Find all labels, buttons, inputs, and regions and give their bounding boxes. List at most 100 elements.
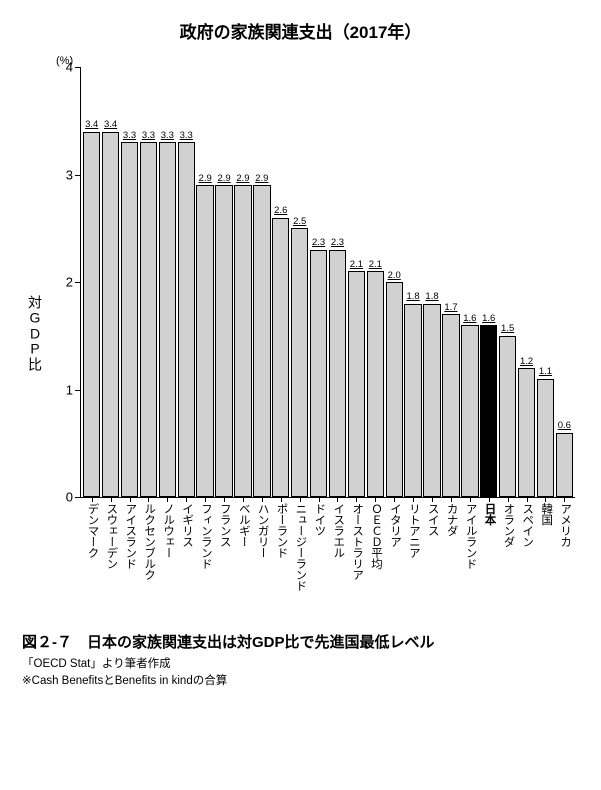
bar-column: 1.6アイルランド (461, 314, 478, 498)
x-tick-label: ハンガリー (256, 503, 268, 558)
y-tick-label: 2 (53, 275, 73, 290)
bar-column: 1.6日本 (480, 314, 497, 498)
x-tick (186, 497, 187, 502)
bar-value-label: 3.3 (142, 131, 155, 141)
bar (404, 304, 421, 498)
bar-column: 3.3イギリス (178, 131, 195, 497)
bar-value-label: 1.6 (482, 314, 495, 324)
bar-value-label: 2.9 (255, 174, 268, 184)
bar (291, 228, 308, 497)
x-tick (262, 497, 263, 502)
bar (423, 304, 440, 498)
x-tick-label: 日本 (483, 503, 495, 525)
bar (121, 142, 138, 497)
bar-column: 3.3アイスランド (121, 131, 138, 497)
source-line-2: ※Cash BenefitsとBenefits in kindの合算 (22, 673, 579, 690)
bar (272, 218, 289, 498)
x-tick-label: アメリカ (559, 503, 571, 547)
x-tick-label: カナダ (445, 503, 457, 536)
bar-value-label: 1.5 (501, 324, 514, 334)
x-tick (394, 497, 395, 502)
bar (310, 250, 327, 497)
x-tick-label: イタリア (388, 503, 400, 547)
bar-column: 3.3ルクセンブルク (140, 131, 157, 497)
page: 政府の家族関連支出（2017年） (%) 対GDP比 3.4デンマーク3.4スウ… (0, 0, 601, 790)
bars-container: 3.4デンマーク3.4スウェーデン3.3アイスランド3.3ルクセンブルク3.3ノ… (81, 67, 575, 497)
x-tick (337, 497, 338, 502)
bar (537, 379, 554, 497)
bar-column: 2.9フランス (215, 174, 232, 497)
bar (159, 142, 176, 497)
x-tick-label: スペイン (521, 503, 533, 547)
bar-column: 2.5ニュージーランド (291, 217, 308, 497)
bar-value-label: 2.0 (388, 271, 401, 281)
bar-column: 1.8スイス (423, 292, 440, 497)
bar-value-label: 1.8 (425, 292, 438, 302)
x-tick (243, 497, 244, 502)
bar-value-label: 3.4 (85, 120, 98, 130)
bar (461, 325, 478, 497)
bar-column: 2.1ＯＥＣＤ平均 (367, 260, 384, 497)
x-tick-label: アイルランド (464, 503, 476, 569)
bar-value-label: 1.1 (539, 367, 552, 377)
bar (386, 282, 403, 497)
x-tick-label: アイスランド (124, 503, 136, 569)
bar-value-label: 2.9 (217, 174, 230, 184)
bar-column: 1.2スペイン (518, 357, 535, 498)
x-tick-label: フィンランド (199, 503, 211, 569)
bar-column: 0.6アメリカ (556, 421, 573, 497)
bar-column: 3.3ノルウェー (159, 131, 176, 497)
bar-column: 3.4デンマーク (83, 120, 100, 497)
x-tick (130, 497, 131, 502)
x-tick-label: イギリス (180, 503, 192, 547)
bar-value-label: 3.3 (123, 131, 136, 141)
bar (215, 185, 232, 497)
bar-column: 2.3ドイツ (310, 238, 327, 497)
x-tick-label: スウェーデン (105, 503, 117, 569)
x-tick-label: ルクセンブルク (143, 503, 155, 580)
bar (367, 271, 384, 497)
bar-column: 1.7カナダ (442, 303, 459, 497)
x-tick (356, 497, 357, 502)
x-tick-label: ニュージーランド (294, 503, 306, 591)
bar-column: 1.8リトアニア (404, 292, 421, 497)
bar-column: 1.5オランダ (499, 324, 516, 497)
x-tick (527, 497, 528, 502)
bar (518, 368, 535, 497)
x-tick-label: フランス (218, 503, 230, 547)
x-tick-label: ベルギー (237, 503, 249, 547)
y-tick (75, 497, 81, 498)
figure-caption: 図２-７ 日本の家族関連支出は対GDP比で先進国最低レベル (22, 631, 579, 652)
x-tick (205, 497, 206, 502)
bar (196, 185, 213, 497)
bar-value-label: 3.4 (104, 120, 117, 130)
x-tick (432, 497, 433, 502)
x-tick (300, 497, 301, 502)
y-tick-label: 3 (53, 167, 73, 182)
x-tick (545, 497, 546, 502)
y-tick-label: 0 (53, 490, 73, 505)
x-tick (111, 497, 112, 502)
y-tick (75, 282, 81, 283)
x-tick (92, 497, 93, 502)
x-tick-label: スイス (426, 503, 438, 536)
bar-value-label: 2.1 (350, 260, 363, 270)
source-note: 「OECD Stat」より筆者作成 ※Cash BenefitsとBenefit… (22, 656, 579, 689)
x-tick-label: オランダ (502, 503, 514, 547)
source-line-1: 「OECD Stat」より筆者作成 (22, 656, 579, 673)
bar-value-label: 2.5 (293, 217, 306, 227)
x-tick-label: 韓国 (540, 503, 552, 525)
bar (329, 250, 346, 497)
bar-value-label: 2.9 (199, 174, 212, 184)
bar (83, 132, 100, 498)
x-tick-label: イスラエル (332, 503, 344, 558)
x-tick (375, 497, 376, 502)
bar-value-label: 3.3 (180, 131, 193, 141)
bar-highlight (480, 325, 497, 497)
x-tick-label: オーストラリア (351, 503, 363, 580)
chart-area: (%) 対GDP比 3.4デンマーク3.4スウェーデン3.3アイスランド3.3ル… (22, 49, 579, 619)
x-tick (224, 497, 225, 502)
bar-value-label: 1.8 (407, 292, 420, 302)
x-tick (319, 497, 320, 502)
x-tick (564, 497, 565, 502)
